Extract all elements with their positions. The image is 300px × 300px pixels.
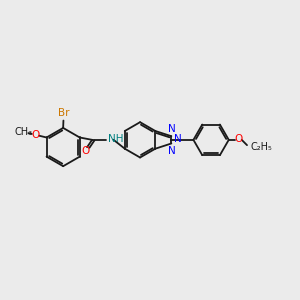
Text: C₂H₅: C₂H₅ bbox=[251, 142, 273, 152]
Text: N: N bbox=[168, 124, 176, 134]
Text: O: O bbox=[81, 146, 89, 156]
Text: Br: Br bbox=[58, 109, 70, 118]
Text: N: N bbox=[174, 134, 182, 144]
Text: NH: NH bbox=[108, 134, 124, 144]
Text: CH₃: CH₃ bbox=[14, 127, 33, 137]
Text: N: N bbox=[168, 146, 176, 156]
Text: O: O bbox=[31, 130, 40, 140]
Text: O: O bbox=[234, 134, 243, 144]
